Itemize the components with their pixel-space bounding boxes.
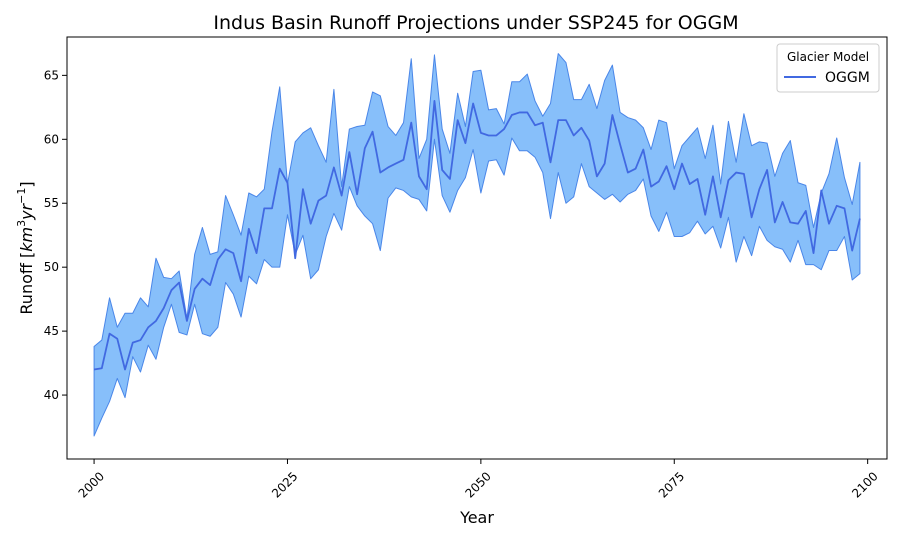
x-axis-title: Year [459, 508, 494, 527]
y-axis-title-exp2: −1 [15, 188, 28, 204]
y-axis-title-mid: yr [17, 202, 36, 220]
legend-label-oggm: OGGM [825, 70, 870, 86]
y-tick-label: 40 [44, 388, 59, 402]
legend-box [776, 43, 880, 93]
legend-title: Glacier Model [787, 50, 869, 64]
y-tick-label: 50 [44, 260, 59, 274]
y-axis-title-unit: km [17, 227, 36, 252]
chart-title: Indus Basin Runoff Projections under SSP… [213, 12, 738, 34]
series-line-oggm [93, 100, 861, 371]
plot-area [93, 53, 861, 437]
y-axis-title: Runoff [km3yr−1] [15, 181, 36, 314]
y-tick-label: 60 [44, 132, 59, 146]
y-axis: 40 45 50 55 60 65 [44, 68, 67, 402]
uncertainty-band [93, 53, 861, 437]
y-axis-title-base: Runoff [ [17, 252, 36, 315]
y-axis-title-end: ] [17, 181, 36, 187]
axes-frame [66, 36, 888, 460]
y-axis-title-exp1: 3 [15, 220, 28, 227]
y-tick-label: 55 [44, 196, 59, 210]
y-tick-label: 65 [44, 68, 59, 82]
legend: Glacier Model OGGM [776, 43, 880, 93]
y-tick-label: 45 [44, 324, 59, 338]
